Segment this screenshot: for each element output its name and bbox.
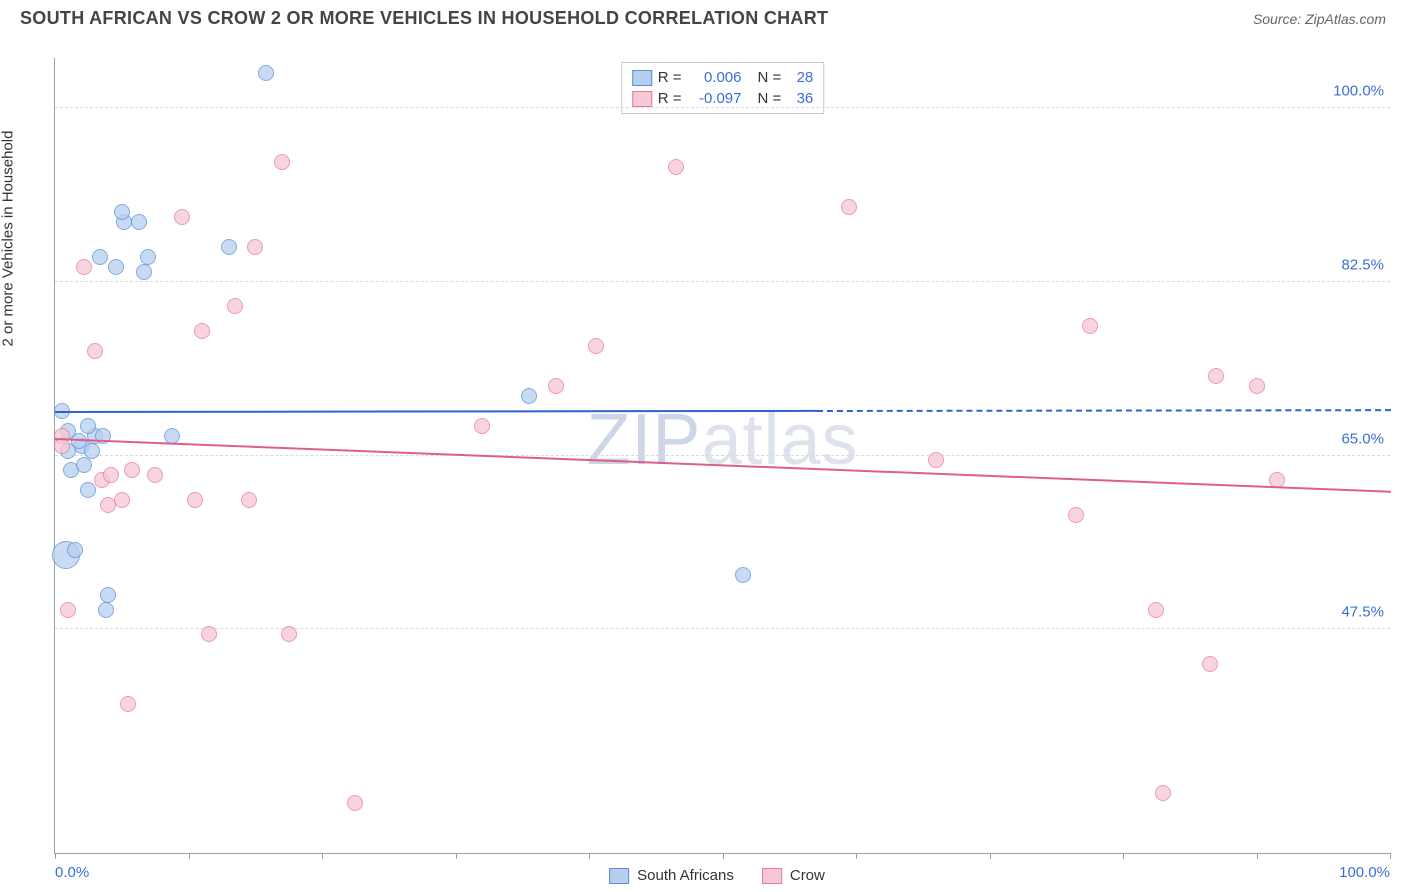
data-point [194,323,210,339]
y-tick-label: 65.0% [1341,430,1384,447]
data-point [227,298,243,314]
data-point [80,418,96,434]
y-tick-label: 100.0% [1333,82,1384,99]
legend-swatch [632,70,652,86]
data-point [1208,368,1224,384]
x-tick [589,853,590,859]
data-point [114,492,130,508]
data-point [1249,378,1265,394]
x-tick [1123,853,1124,859]
x-tick-label: 0.0% [55,864,89,881]
data-point [735,567,751,583]
data-point [67,542,83,558]
data-point [247,239,263,255]
gridline [55,628,1390,629]
data-point [1155,785,1171,801]
legend-n-value: 28 [787,69,813,86]
data-point [174,209,190,225]
data-point [221,239,237,255]
data-point [92,249,108,265]
data-point [281,626,297,642]
gridline [55,107,1390,108]
data-point [588,338,604,354]
x-tick [990,853,991,859]
data-point [1082,318,1098,334]
data-point [140,249,156,265]
trend-line [55,438,1391,493]
x-tick [456,853,457,859]
data-point [76,457,92,473]
data-point [136,264,152,280]
data-point [124,462,140,478]
data-point [241,492,257,508]
x-tick-label: 100.0% [1339,864,1390,881]
series-name-label: South Africans [637,867,734,884]
trend-line [55,410,817,413]
source-label: Source: ZipAtlas.com [1253,11,1386,27]
data-point [120,696,136,712]
data-point [98,602,114,618]
legend-swatch [609,868,629,884]
data-point [474,418,490,434]
legend-r-value: -0.097 [688,90,742,107]
x-tick [1390,853,1391,859]
y-tick-label: 82.5% [1341,256,1384,273]
data-point [114,204,130,220]
x-tick [1257,853,1258,859]
data-point [841,199,857,215]
series-legend-item: South Africans [609,867,734,884]
legend-r-label: R = [658,69,682,86]
data-point [187,492,203,508]
data-point [76,259,92,275]
x-tick [856,853,857,859]
data-point [347,795,363,811]
legend-r-value: 0.006 [688,69,742,86]
plot-area: ZIPatlas R =0.006N =28R =-0.097N =36 47.… [54,58,1390,854]
x-tick [322,853,323,859]
chart-title: SOUTH AFRICAN VS CROW 2 OR MORE VEHICLES… [20,8,828,29]
data-point [80,482,96,498]
gridline [55,455,1390,456]
data-point [521,388,537,404]
y-tick-label: 47.5% [1341,604,1384,621]
data-point [1202,656,1218,672]
data-point [87,343,103,359]
legend-n-label: N = [758,69,782,86]
x-tick [55,853,56,859]
series-legend: South Africans Crow [609,867,825,884]
x-tick [189,853,190,859]
trend-line [817,409,1391,412]
data-point [60,602,76,618]
data-point [274,154,290,170]
y-axis-label: 2 or more Vehicles in Household [0,131,17,347]
data-point [1068,507,1084,523]
legend-n-label: N = [758,90,782,107]
legend-r-label: R = [658,90,682,107]
chart-container: ZIPatlas R =0.006N =28R =-0.097N =36 47.… [44,58,1390,854]
data-point [147,467,163,483]
gridline [55,281,1390,282]
data-point [108,259,124,275]
x-tick [723,853,724,859]
series-legend-item: Crow [762,867,825,884]
legend-n-value: 36 [787,90,813,107]
legend-row: R = 0.006 N = 28 [632,67,814,88]
legend-swatch [762,868,782,884]
data-point [201,626,217,642]
data-point [84,443,100,459]
legend-swatch [632,91,652,107]
data-point [131,214,147,230]
series-name-label: Crow [790,867,825,884]
data-point [103,467,119,483]
data-point [1148,602,1164,618]
data-point [548,378,564,394]
data-point [100,587,116,603]
data-point [928,452,944,468]
data-point [258,65,274,81]
data-point [668,159,684,175]
data-point [164,428,180,444]
